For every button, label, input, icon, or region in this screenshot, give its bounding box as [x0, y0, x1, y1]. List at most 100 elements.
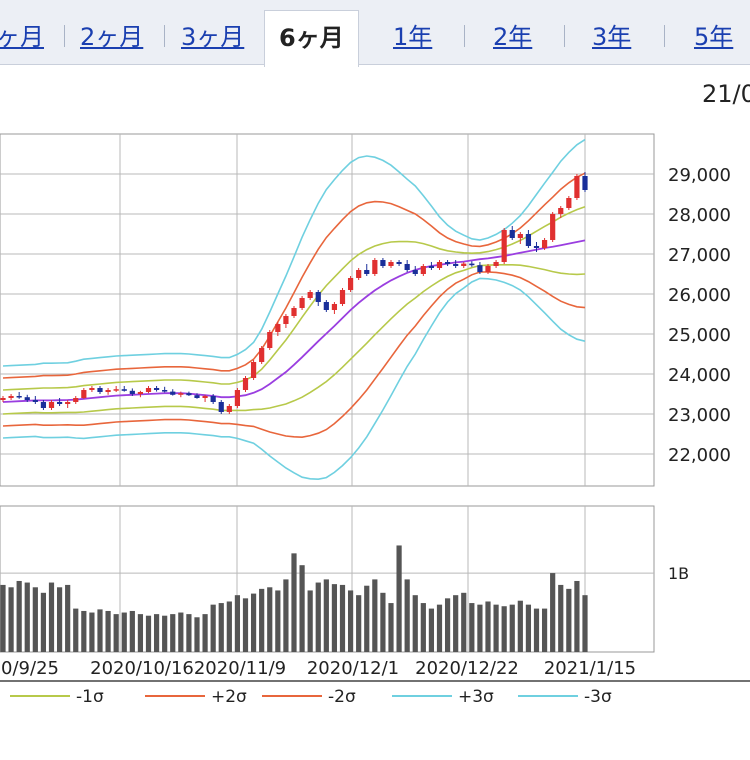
volume-bar: [105, 610, 111, 652]
volume-bar: [0, 584, 6, 652]
volume-bar: [299, 565, 305, 652]
volume-bar: [493, 604, 499, 652]
candle-body: [339, 290, 346, 304]
price-tick-label: 24,000: [668, 365, 731, 386]
tab-6-months[interactable]: 6ヶ月: [264, 10, 359, 67]
volume-bar: [428, 608, 435, 652]
volume-bar: [153, 614, 160, 652]
volume-tick-label: 1B: [668, 564, 689, 583]
tab-3-months[interactable]: 3ヶ月: [181, 23, 245, 51]
price-tick-label: 25,000: [668, 325, 731, 346]
volume-bar: [339, 584, 346, 652]
candle-body: [509, 230, 515, 238]
candle-body: [73, 398, 79, 402]
volume-bar: [48, 582, 55, 652]
volume-bar: [485, 601, 491, 652]
tab-1-year[interactable]: 1年: [393, 23, 433, 51]
candle-body: [558, 208, 564, 214]
x-tick-label: 2020/11/9: [194, 658, 286, 679]
volume-bar: [461, 592, 467, 652]
candle-body: [113, 389, 119, 391]
tab-1-month[interactable]: ヶ月: [0, 23, 44, 51]
tab-2-months[interactable]: 2ヶ月: [80, 23, 144, 51]
candle-body: [477, 265, 483, 272]
candle-body: [525, 234, 532, 246]
candle-body: [81, 390, 87, 398]
candle-body: [194, 395, 200, 398]
volume-bar: [517, 600, 523, 652]
volume-bar: [137, 614, 144, 652]
candle-body: [234, 390, 241, 406]
legend-label: -3σ: [584, 687, 612, 707]
price-tick-label: 29,000: [668, 165, 731, 186]
candle-body: [331, 304, 338, 310]
tab-2-years[interactable]: 2年: [493, 23, 533, 51]
candle-body: [65, 402, 71, 404]
volume-bar: [56, 587, 63, 652]
volume-bar: [412, 595, 418, 652]
candle-body: [226, 406, 232, 412]
volume-bar: [574, 580, 580, 652]
bollinger-band-line: [2, 172, 586, 379]
x-tick-label: 0/9/25: [1, 658, 59, 679]
volume-bar: [16, 580, 22, 652]
candle-body: [372, 260, 378, 274]
candle-body: [145, 388, 152, 392]
volume-bar: [121, 612, 127, 652]
candle-body: [218, 402, 224, 412]
volume-bar: [275, 590, 281, 652]
candle-body: [259, 348, 265, 362]
candle-body: [461, 263, 467, 266]
volume-bar: [372, 579, 378, 652]
candle-body: [40, 402, 47, 408]
candle-body: [186, 393, 192, 396]
candle-body: [428, 266, 435, 268]
candle-body: [0, 398, 6, 400]
volume-bar: [186, 614, 192, 652]
volume-bar: [32, 587, 38, 652]
tab-3-years[interactable]: 3年: [592, 23, 632, 51]
volume-bar: [469, 603, 475, 652]
volume-bar: [267, 587, 273, 652]
volume-bar: [226, 601, 232, 652]
candle-body: [137, 392, 144, 394]
candle-body: [8, 396, 14, 398]
volume-bar: [234, 595, 241, 652]
candle-body: [32, 400, 38, 402]
volume-bar: [541, 608, 548, 652]
candle-body: [275, 324, 281, 332]
volume-bar: [242, 598, 249, 652]
volume-bar: [178, 612, 184, 652]
volume-bar: [331, 584, 338, 652]
candle-body: [24, 397, 30, 400]
volume-bar: [501, 606, 507, 652]
volume-bar: [396, 545, 402, 652]
candle-body: [533, 246, 540, 248]
volume-bar: [250, 593, 257, 652]
x-tick-label: 2020/12/1: [307, 658, 399, 679]
volume-bar: [145, 615, 152, 652]
candle-body: [242, 378, 249, 390]
volume-bar: [582, 595, 588, 652]
candle-body: [202, 396, 208, 398]
volume-bar: [420, 603, 426, 652]
candle-body: [356, 270, 362, 278]
candle-body: [323, 302, 329, 310]
candle-body: [121, 389, 127, 391]
candle-body: [420, 266, 426, 274]
candle-body: [315, 292, 321, 302]
volume-bar: [347, 590, 354, 652]
candle-body: [550, 214, 556, 240]
candle-body: [412, 270, 418, 274]
tab-5-years[interactable]: 5年: [694, 23, 734, 51]
moving-average-line: [2, 239, 586, 403]
x-tick-label: 2020/12/22: [415, 658, 519, 679]
candle-body: [210, 396, 216, 402]
candle-body: [48, 402, 55, 408]
candle-body: [541, 240, 548, 248]
volume-bar: [307, 590, 313, 652]
volume-bar: [533, 608, 540, 652]
volume-bar: [509, 604, 515, 652]
candle-body: [291, 308, 297, 316]
candle-body: [162, 390, 168, 392]
